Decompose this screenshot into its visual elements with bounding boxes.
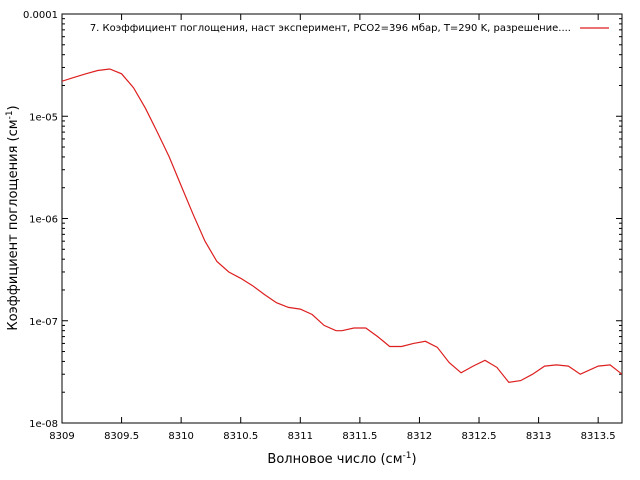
y-tick-label: 0.0001 (23, 10, 58, 21)
x-tick-label: 8311 (288, 431, 313, 442)
y-tick-label: 1e-07 (29, 317, 58, 328)
x-tick-label: 8310 (168, 431, 193, 442)
x-tick-label: 8313 (526, 431, 551, 442)
x-tick-label: 8310.5 (223, 431, 258, 442)
y-axis-title: Коэффициент поглощения (см-1) (5, 105, 21, 330)
x-tick-label: 8312.5 (462, 431, 497, 442)
y-tick-label: 1e-05 (29, 112, 58, 123)
x-tick-label: 8311.5 (342, 431, 377, 442)
x-tick-label: 8312 (407, 431, 432, 442)
series-line (62, 68, 622, 383)
y-axis: 1e-08 1e-07 1e-06 1e-05 0.0001 (23, 10, 622, 430)
x-tick-label: 8309.5 (104, 431, 139, 442)
plot-area (61, 13, 623, 424)
x-tick-label: 8313.5 (581, 431, 616, 442)
x-axis-title: Волновое число (см-1) (267, 451, 416, 467)
x-axis: 8309 8309.5 8310 8310.5 8311 8311.5 8312 8312.5… (49, 14, 616, 442)
x-tick-label: 8309 (49, 431, 74, 442)
legend-label: 7. Коэффициент поглощения, наст эксперим… (90, 23, 571, 34)
series-layer (62, 68, 622, 383)
legend: 7. Коэффициент поглощения, наст эксперим… (90, 23, 609, 34)
y-tick-label: 1e-08 (29, 419, 58, 430)
y-tick-label: 1e-06 (29, 215, 58, 226)
